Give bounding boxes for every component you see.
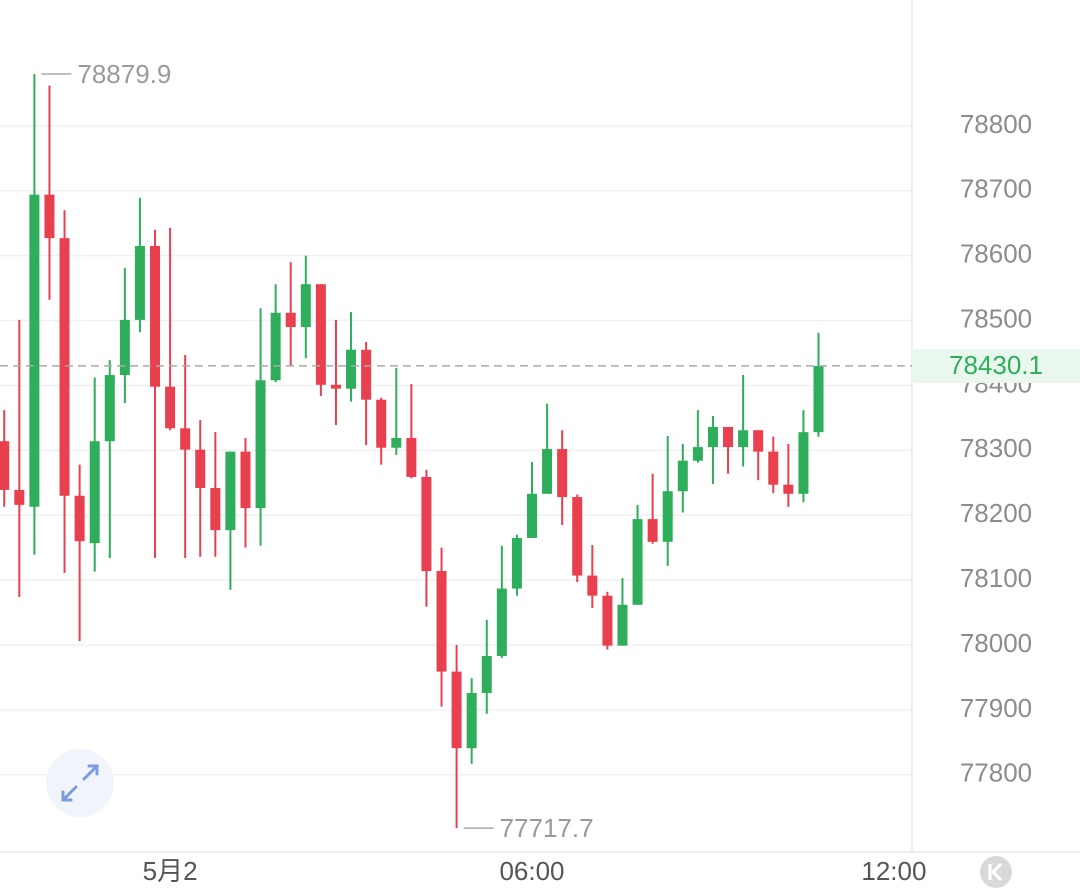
candle-body xyxy=(74,495,85,542)
candle-body xyxy=(361,349,372,400)
x-tick-label: 5月2 xyxy=(143,856,198,886)
y-tick-label: 78700 xyxy=(960,174,1032,204)
candle-body xyxy=(180,428,191,450)
y-tick-label: 78300 xyxy=(960,433,1032,463)
y-tick-label: 77900 xyxy=(960,693,1032,723)
candle-body xyxy=(723,426,734,448)
candle-body xyxy=(557,449,568,498)
candle-body xyxy=(813,365,824,433)
annotation-label: 78879.9 xyxy=(77,59,171,89)
candle-body xyxy=(677,460,688,492)
candle-body xyxy=(240,451,251,509)
labels: 7780077900780007810078200783007840078500… xyxy=(0,59,1080,886)
candles xyxy=(0,74,824,829)
candle-body xyxy=(150,245,161,387)
y-tick-label: 78100 xyxy=(960,563,1032,593)
candle-body xyxy=(285,312,296,328)
candle-body xyxy=(451,671,462,749)
y-tick-label: 77800 xyxy=(960,758,1032,788)
candle-body xyxy=(0,441,10,490)
candle-body xyxy=(647,519,658,542)
candle-body xyxy=(572,497,583,576)
candle-body xyxy=(14,489,25,505)
y-tick-label: 78800 xyxy=(960,109,1032,139)
candle-body xyxy=(225,451,236,531)
candle-body xyxy=(707,426,718,448)
candle-body xyxy=(798,432,809,494)
candle-body xyxy=(376,399,387,448)
annotation-label: 77717.7 xyxy=(500,813,594,843)
candle-body xyxy=(346,349,357,389)
y-tick-label: 78000 xyxy=(960,628,1032,658)
candle-body xyxy=(315,284,326,385)
candle-body xyxy=(255,380,266,509)
collapse-button[interactable] xyxy=(980,856,1012,888)
candle-body xyxy=(421,476,432,572)
candle-body xyxy=(587,575,598,596)
candle-body xyxy=(29,194,40,507)
candle-body xyxy=(481,656,492,694)
candle-body xyxy=(436,571,447,672)
candle-body xyxy=(632,519,643,605)
candle-body xyxy=(104,375,115,442)
x-tick-label: 12:00 xyxy=(861,856,926,886)
candle-body xyxy=(195,449,206,488)
candle-body xyxy=(210,487,221,531)
candle-body xyxy=(527,493,537,538)
candle-body xyxy=(330,384,341,389)
candle-body xyxy=(542,449,553,494)
candle-body xyxy=(59,238,70,496)
x-tick-label: 06:00 xyxy=(499,856,564,886)
candle-body xyxy=(783,484,794,494)
candle-body xyxy=(89,441,100,544)
candle-body xyxy=(391,438,402,448)
candle-body xyxy=(738,430,749,448)
candle-body xyxy=(692,447,703,461)
candle-body xyxy=(300,284,311,328)
last-price-box xyxy=(912,348,1080,383)
candle-body xyxy=(511,537,522,589)
y-tick-label: 78200 xyxy=(960,498,1032,528)
candle-body xyxy=(617,604,628,646)
candle-body xyxy=(119,319,130,376)
candle-body xyxy=(466,693,477,749)
candle-body xyxy=(270,312,281,381)
y-tick-label: 78500 xyxy=(960,303,1032,333)
candle-body xyxy=(44,194,55,239)
last-price-label: 78430.1 xyxy=(949,350,1043,380)
candle-body xyxy=(753,430,764,452)
candle-body xyxy=(496,588,507,657)
expand-button[interactable] xyxy=(46,749,114,817)
candle-body xyxy=(406,438,417,477)
candle-body xyxy=(134,245,145,320)
candle-body xyxy=(602,595,613,646)
candle-body xyxy=(768,451,779,485)
y-tick-label: 78600 xyxy=(960,239,1032,269)
candle-body xyxy=(662,491,673,542)
candle-body xyxy=(165,386,176,429)
